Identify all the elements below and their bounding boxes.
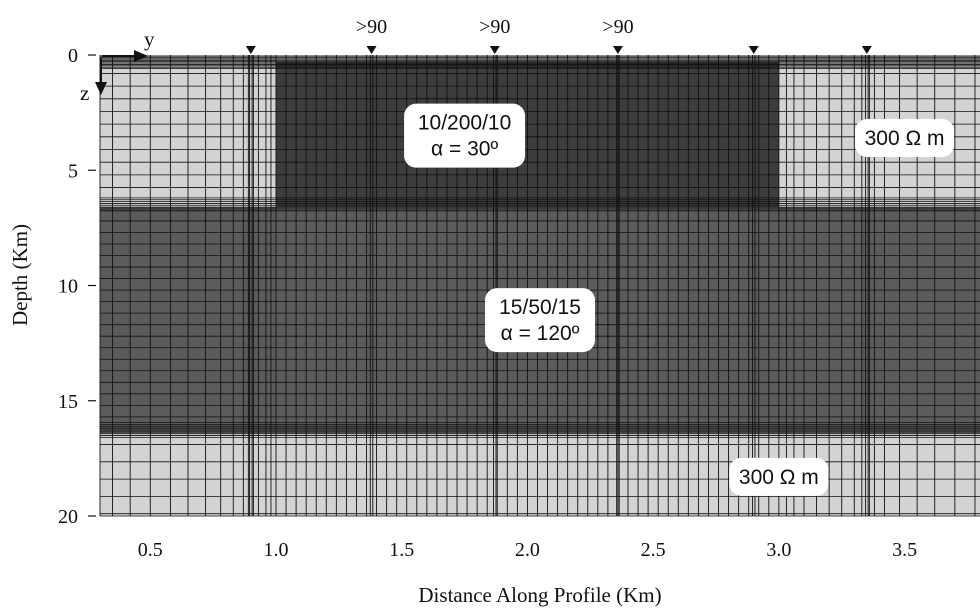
station-markers: >90 >90 >90 — [245, 16, 872, 54]
region-label: 10/200/10 α = 30º — [404, 103, 526, 168]
region-label: 300 Ω m — [855, 118, 955, 157]
y-axis-title: Depth (Km) — [8, 224, 32, 326]
y-tick-label: 15 — [58, 391, 78, 413]
station-marker — [245, 46, 256, 54]
x-tick-label: 3.5 — [892, 539, 917, 561]
x-tick-label: 2.5 — [641, 539, 666, 561]
axis-ticks: 0.5 1.0 1.5 2.0 2.5 3.0 3.5 0 5 10 15 20 — [58, 45, 917, 561]
x-tick-label: 0.5 — [138, 539, 163, 561]
label-box — [855, 118, 955, 157]
y-axis-arrowhead — [134, 50, 148, 62]
label-text: 15/50/15 — [499, 296, 581, 319]
y-tick-label: 5 — [68, 160, 78, 182]
x-axis-title: Distance Along Profile (Km) — [418, 583, 661, 607]
y-tick-label: 10 — [58, 276, 78, 298]
station-marker — [366, 46, 377, 54]
station-marker — [748, 46, 759, 54]
label-text: 300 Ω m — [739, 466, 819, 489]
y-axis-letter: y — [144, 27, 155, 51]
y-tick-label: 20 — [58, 506, 78, 528]
label-box — [485, 288, 595, 353]
x-tick-label: 1.0 — [264, 539, 289, 561]
z-axis-arrowhead — [95, 82, 107, 95]
label-box — [404, 103, 526, 168]
x-tick-label: 3.0 — [766, 539, 791, 561]
station-marker — [861, 46, 872, 54]
label-text: 10/200/10 — [418, 112, 511, 135]
station-marker — [612, 46, 623, 54]
label-text: α = 120º — [501, 322, 580, 345]
label-text: 300 Ω m — [865, 127, 945, 150]
coordinate-axes: yz — [80, 27, 155, 105]
station-label: >90 — [602, 16, 633, 38]
z-axis-letter: z — [80, 81, 89, 105]
region-label: 300 Ω m — [729, 457, 829, 496]
station-label: >90 — [479, 16, 510, 38]
surface-band — [100, 55, 980, 62]
region-label: 15/50/15 α = 120º — [485, 288, 595, 353]
station-label: >90 — [356, 16, 387, 38]
region-labels: 10/200/10 α = 30º 15/50/15 α = 120º 300 Ω m 3… — [404, 103, 955, 496]
y-tick-label: 0 — [68, 45, 78, 67]
x-tick-label: 2.0 — [515, 539, 540, 561]
x-tick-label: 1.5 — [389, 539, 414, 561]
label-box — [729, 457, 829, 496]
station-marker — [489, 46, 500, 54]
label-text: α = 30º — [431, 138, 498, 161]
